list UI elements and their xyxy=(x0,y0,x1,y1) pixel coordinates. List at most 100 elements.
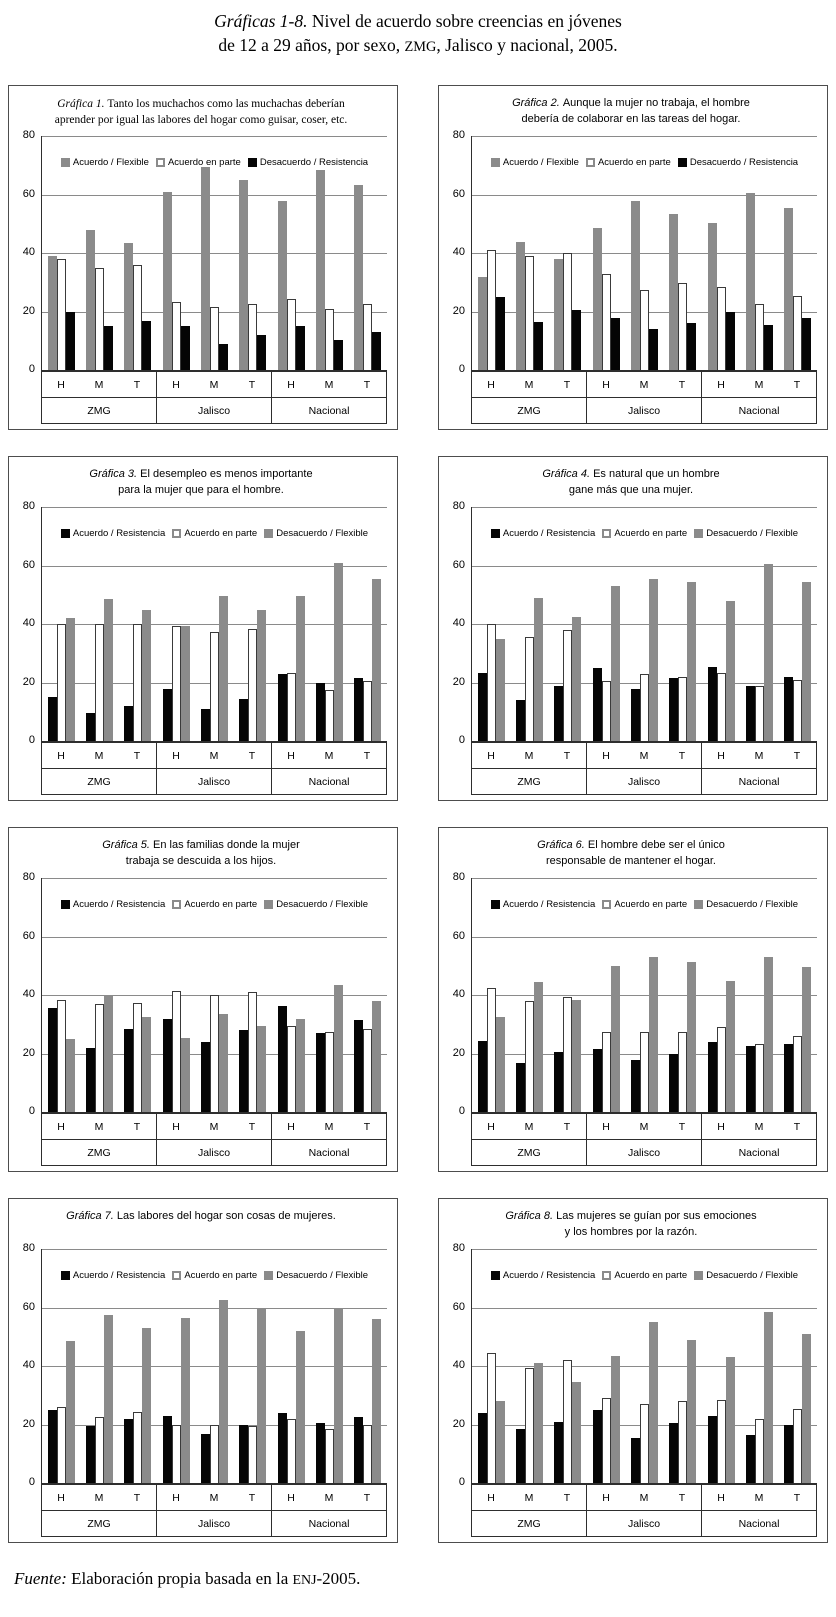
y-tick-label: 20 xyxy=(22,304,35,317)
bar-zmg-m-s1 xyxy=(515,1062,525,1113)
bar-zmg-h-s3 xyxy=(495,1017,505,1113)
gridline xyxy=(472,507,817,509)
bar-zmg-t-s1 xyxy=(124,243,134,371)
bar-jalisco-t-s1 xyxy=(239,698,249,742)
legend-item: Desacuerdo / Flexible xyxy=(264,1270,368,1281)
bar-zmg-h-s1 xyxy=(47,1008,57,1113)
y-tick-label: 0 xyxy=(28,1476,35,1489)
category-label: H xyxy=(287,1120,295,1133)
region-label: Nacional xyxy=(738,775,780,788)
bar-jalisco-m-s1 xyxy=(630,1437,640,1484)
y-tick-label: 80 xyxy=(22,129,35,142)
gridline xyxy=(42,1249,387,1251)
bar-cluster-m xyxy=(314,878,344,1113)
bar-cluster-h xyxy=(161,507,191,742)
bar-nacional-t-s3 xyxy=(802,1334,812,1484)
bar-cluster-h xyxy=(46,507,76,742)
bar-zmg-t-s3 xyxy=(142,1017,152,1113)
bar-nacional-h-s3 xyxy=(725,1357,735,1484)
bar-zmg-m-s1 xyxy=(85,229,95,371)
region-label: Nacional xyxy=(738,1517,780,1530)
bar-jalisco-m-s3 xyxy=(648,329,658,371)
bar-nacional-h-s1 xyxy=(707,1415,717,1484)
bar-jalisco-m-s2 xyxy=(639,1031,649,1113)
bar-nacional-t-s1 xyxy=(354,1417,364,1484)
category-label: H xyxy=(287,749,295,762)
bar-zmg-m-s3 xyxy=(103,326,113,371)
bar-zmg-m-s2 xyxy=(524,256,534,371)
legend-swatch-gray xyxy=(694,1271,704,1281)
bar-zmg-t-s3 xyxy=(572,616,582,742)
bar-nacional-t-s2 xyxy=(363,304,373,371)
region-label: Jalisco xyxy=(157,1511,272,1537)
bars-area xyxy=(472,878,817,1113)
legend-label: Desacuerdo / Resistencia xyxy=(259,157,369,169)
legend-swatch-gray xyxy=(694,529,704,539)
legend-label: Acuerdo / Resistencia xyxy=(72,1270,166,1282)
category-label: H xyxy=(602,1491,610,1504)
region-jalisco xyxy=(587,136,702,371)
legend-item: Acuerdo / Flexible xyxy=(60,157,149,168)
chart-title-prefix: Gráfica 7. xyxy=(66,1210,117,1223)
category-label: M xyxy=(639,378,649,391)
plot-area: Acuerdo / Flexible Acuerdo en parte Desacu… xyxy=(471,136,817,373)
bars-area xyxy=(42,507,387,742)
bars-area xyxy=(42,136,387,371)
y-tick-label: 40 xyxy=(22,246,35,259)
gridline xyxy=(42,565,387,567)
category-label: T xyxy=(793,1491,801,1504)
legend-item: Desacuerdo / Flexible xyxy=(264,528,368,539)
chart-title-prefix: Gráfica 8. xyxy=(505,1210,557,1223)
bar-zmg-h-s3 xyxy=(495,1401,505,1484)
bar-jalisco-t-s1 xyxy=(669,1423,679,1484)
legend-item: Desacuerdo / Flexible xyxy=(694,1270,798,1281)
category-label: H xyxy=(602,1120,610,1133)
bar-cluster-h xyxy=(161,136,191,371)
chart-title-prefix: Gráfica 4. xyxy=(542,468,594,481)
bar-nacional-m-s1 xyxy=(315,169,325,371)
bar-zmg-m-s1 xyxy=(85,1426,95,1484)
bar-nacional-m-s2 xyxy=(324,1429,334,1484)
chart-title: Gráfica 8. Las mujeres se guían por sus … xyxy=(445,1209,817,1243)
bar-nacional-t-s2 xyxy=(793,679,803,742)
bar-cluster-h xyxy=(46,136,76,371)
category-label: H xyxy=(487,749,495,762)
y-tick-label: 80 xyxy=(22,871,35,884)
chart-title-line2: aprender por igual las labores del hogar… xyxy=(54,114,348,127)
bar-zmg-h-s3 xyxy=(65,618,75,742)
bar-zmg-h-s2 xyxy=(486,987,496,1113)
bar-nacional-m-s3 xyxy=(333,985,343,1113)
bar-nacional-m-s1 xyxy=(315,1423,325,1484)
page-title-line2-pre: de 12 a 29 años, por sexo, xyxy=(218,34,405,55)
legend-item: Acuerdo en parte xyxy=(602,899,687,910)
category-label: M xyxy=(209,1491,219,1504)
bar-jalisco-h-s1 xyxy=(592,1049,602,1113)
chart-legend: Acuerdo / Resistencia Acuerdo en parte Des… xyxy=(42,528,387,539)
bar-cluster-t xyxy=(553,507,583,742)
bar-jalisco-t-s3 xyxy=(687,961,697,1113)
bar-cluster-h xyxy=(706,507,736,742)
category-label: M xyxy=(754,749,764,762)
source-text-pre: Elaboración propia basada en la xyxy=(66,1569,293,1589)
bar-jalisco-m-s2 xyxy=(209,631,219,742)
bar-zmg-h-s2 xyxy=(56,624,66,742)
bar-zmg-t-s2 xyxy=(133,264,143,371)
bar-jalisco-t-s3 xyxy=(687,323,697,371)
chart-title-text: El hombre debe ser el único xyxy=(587,839,725,852)
plot-wrap: Acuerdo / Flexible Acuerdo en parte Desacu… xyxy=(41,136,387,425)
bar-jalisco-m-s2 xyxy=(209,307,219,371)
region-zmg xyxy=(42,1249,157,1484)
bar-jalisco-h-s2 xyxy=(601,1398,611,1484)
region-zmg xyxy=(472,507,587,742)
region-nacional xyxy=(272,136,387,371)
region-zmg xyxy=(42,878,157,1113)
bar-jalisco-m-s1 xyxy=(200,1042,210,1113)
bar-nacional-m-s1 xyxy=(745,685,755,742)
plot-wrap: Acuerdo / Resistencia Acuerdo en parte Des… xyxy=(471,507,817,796)
chart-panel-4: Gráfica 4. Es natural que un hombre gane … xyxy=(438,456,828,802)
